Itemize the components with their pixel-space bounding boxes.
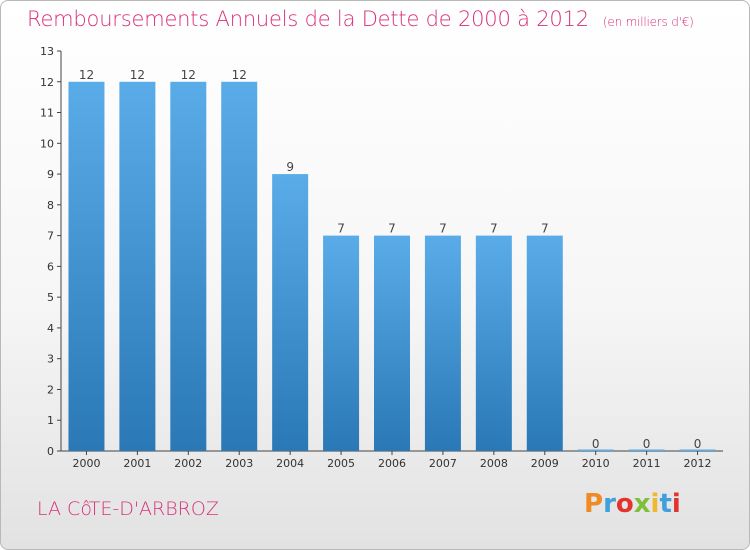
y-tick-label: 10 bbox=[40, 137, 54, 150]
chart-bars bbox=[68, 81, 716, 452]
y-tick-label: 7 bbox=[47, 230, 54, 243]
data-label: 7 bbox=[337, 222, 345, 236]
x-tick-label: 2011 bbox=[633, 457, 661, 470]
x-tick-label: 2007 bbox=[429, 457, 457, 470]
bar bbox=[475, 235, 512, 451]
bar bbox=[374, 235, 410, 451]
x-tick-label: 2002 bbox=[174, 457, 202, 470]
logo-letter: i bbox=[671, 489, 681, 519]
bar bbox=[628, 449, 665, 451]
bar bbox=[424, 235, 461, 451]
logo-letter: r bbox=[603, 489, 616, 519]
logo-letter: t bbox=[659, 489, 672, 519]
bar bbox=[170, 81, 207, 452]
y-tick-label: 8 bbox=[47, 199, 54, 212]
data-label: 12 bbox=[232, 68, 247, 82]
x-tick-label: 2009 bbox=[531, 457, 559, 470]
bar bbox=[526, 235, 563, 451]
data-label: 12 bbox=[181, 68, 196, 82]
x-tick-label: 2006 bbox=[378, 457, 406, 470]
y-tick-label: 11 bbox=[40, 107, 54, 120]
bar bbox=[119, 81, 156, 452]
logo-letter: i bbox=[650, 489, 660, 519]
chart-title: Remboursements Annuels de la Dette de 20… bbox=[27, 7, 694, 31]
bar bbox=[679, 449, 716, 451]
bar bbox=[323, 235, 360, 451]
x-tick-label: 2008 bbox=[480, 457, 508, 470]
y-tick-label: 9 bbox=[47, 168, 54, 181]
unit-label: (en milliers d'€) bbox=[602, 15, 694, 29]
x-tick-label: 2003 bbox=[225, 457, 253, 470]
bar bbox=[221, 81, 258, 452]
y-tick-label: 6 bbox=[47, 260, 54, 273]
x-tick-label: 2010 bbox=[582, 457, 610, 470]
data-label: 0 bbox=[592, 437, 600, 451]
data-label: 7 bbox=[388, 222, 396, 236]
y-tick-label: 3 bbox=[47, 353, 54, 366]
y-tick-label: 13 bbox=[40, 45, 54, 58]
x-tick-label: 2001 bbox=[123, 457, 151, 470]
data-label: 7 bbox=[439, 222, 447, 236]
data-label: 12 bbox=[130, 68, 145, 82]
logo-letter: P bbox=[584, 489, 604, 519]
data-label: 7 bbox=[490, 222, 498, 236]
data-label: 0 bbox=[643, 437, 651, 451]
y-tick-label: 12 bbox=[40, 76, 54, 89]
logo-letter: o bbox=[615, 489, 634, 519]
x-tick-label: 2005 bbox=[327, 457, 355, 470]
y-tick-label: 2 bbox=[47, 383, 54, 396]
y-tick-label: 5 bbox=[47, 291, 54, 304]
y-tick-label: 1 bbox=[47, 414, 54, 427]
logo-letter: x bbox=[633, 489, 651, 519]
bar bbox=[272, 174, 309, 452]
data-label: 12 bbox=[79, 68, 94, 82]
chart-title-text: Remboursements Annuels de la Dette de 20… bbox=[27, 7, 589, 31]
data-label: 0 bbox=[694, 437, 702, 451]
x-tick-label: 2012 bbox=[684, 457, 712, 470]
bar bbox=[68, 81, 105, 452]
y-tick-label: 0 bbox=[47, 445, 54, 458]
data-label: 9 bbox=[286, 160, 294, 174]
chart-data-labels: 12 12 12 12 9 7 7 7 7 7 0 0 0 bbox=[79, 68, 702, 451]
proxiti-logo: Proxiti bbox=[584, 489, 681, 519]
x-tick-label: 2000 bbox=[72, 457, 100, 470]
data-label: 7 bbox=[541, 222, 549, 236]
bar bbox=[577, 449, 614, 451]
y-tick-label: 4 bbox=[47, 322, 54, 335]
x-tick-label: 2004 bbox=[276, 457, 304, 470]
place-name: LA CôTE-D'ARBROZ bbox=[37, 498, 219, 520]
